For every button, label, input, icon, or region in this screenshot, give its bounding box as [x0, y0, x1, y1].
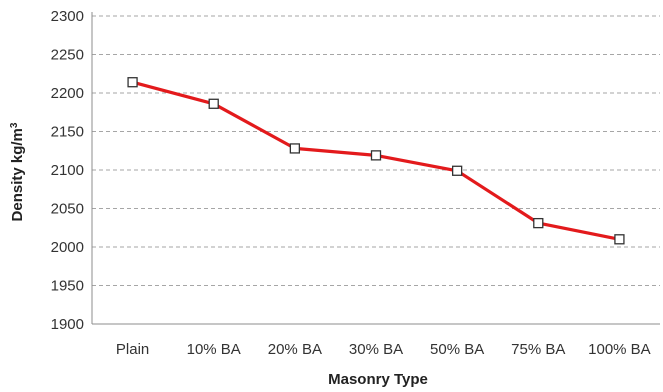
data-point-marker [208, 98, 219, 109]
data-point-marker [370, 150, 382, 161]
x-tick-labels: Plain 10% BA 20% BA 30% BA 50% BA 75% BA 100% … [116, 341, 651, 358]
data-series [127, 77, 625, 245]
x-tick-label: 75% BA [511, 341, 565, 358]
y-tick-label: 1950 [51, 278, 84, 295]
data-point-marker [614, 234, 625, 245]
data-point-marker [289, 143, 301, 154]
axes [91, 12, 660, 325]
data-point-marker [451, 165, 463, 176]
y-axis-title: Density kg/m3 [9, 122, 27, 221]
data-point-marker [127, 77, 138, 88]
x-tick-label: 10% BA [187, 341, 241, 358]
gridlines [92, 15, 660, 286]
x-tick-label: 30% BA [349, 341, 403, 358]
y-tick-label: 1900 [51, 316, 84, 333]
y-tick-label: 2050 [51, 201, 84, 218]
x-tick-label: 100% BA [588, 341, 651, 358]
x-tick-label: 50% BA [430, 341, 484, 358]
y-tick-label: 2200 [51, 85, 84, 102]
x-tick-label: Plain [116, 341, 149, 358]
y-tick-label: 2150 [51, 124, 84, 141]
y-tick-label: 2300 [51, 8, 84, 25]
y-tick-label: 2250 [51, 47, 84, 64]
y-tick-label: 2100 [51, 162, 84, 179]
y-tick-labels: 1900 1950 2000 2050 2100 2150 2200 2250 2300 [51, 8, 84, 333]
y-axis-title-text: Density kg/m [9, 128, 26, 221]
series-line [132, 80, 620, 241]
x-axis-title: Masonry Type [328, 371, 428, 388]
y-tick-label: 2000 [51, 239, 84, 256]
data-point-marker [533, 217, 544, 229]
x-tick-label: 20% BA [268, 341, 322, 358]
y-axis-title-superscript: 3 [9, 122, 20, 128]
